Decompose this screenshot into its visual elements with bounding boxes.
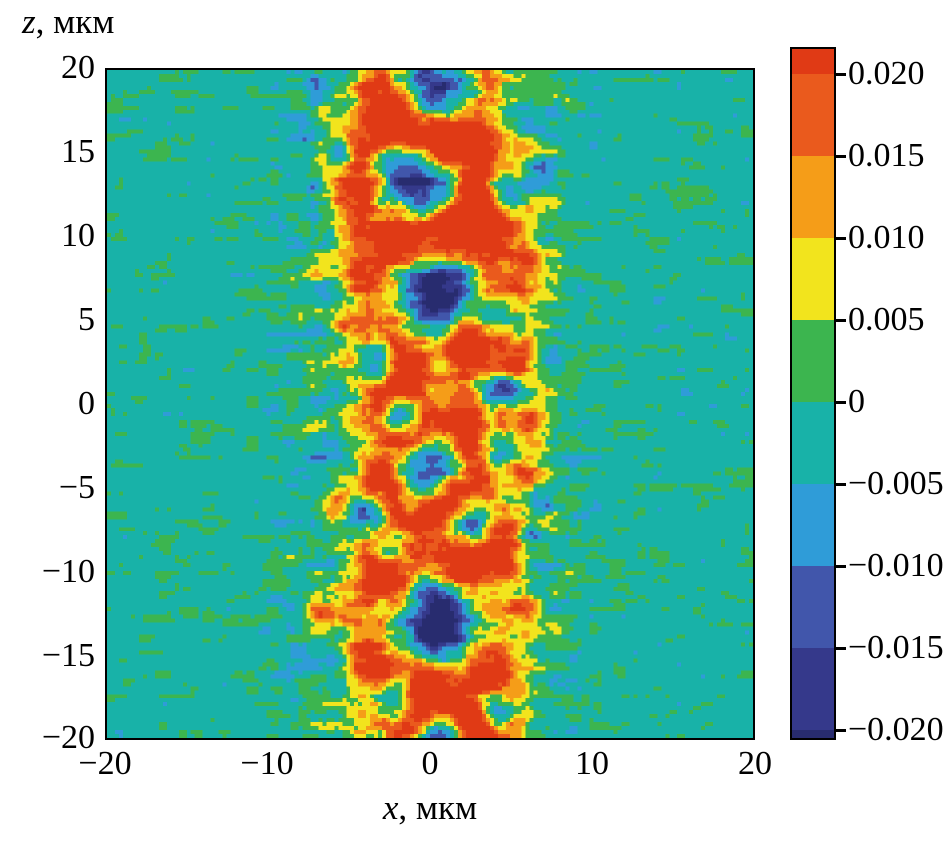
colorbar-tick	[836, 73, 846, 76]
z-tick-label: −10	[41, 553, 95, 590]
z-tick-label: −5	[58, 469, 95, 506]
x-tick-label: −20	[78, 745, 132, 782]
colorbar-band	[792, 49, 834, 74]
colorbar-tick	[836, 237, 846, 240]
colorbar-label: 0.010	[848, 219, 925, 256]
z-tick-label: 15	[61, 133, 95, 170]
x-tick-label: −10	[240, 745, 294, 782]
x-tick-label: 0	[421, 745, 439, 782]
colorbar-label: −0.005	[848, 465, 944, 502]
colorbar-band	[792, 648, 834, 730]
colorbar-tick	[836, 401, 846, 404]
heatmap-canvas	[107, 70, 753, 738]
colorbar-tick	[836, 565, 846, 568]
colorbar-label: −0.020	[848, 711, 944, 748]
colorbar-band	[792, 402, 834, 484]
colorbar-band	[792, 156, 834, 238]
z-axis-variable: z	[22, 2, 36, 41]
z-tick-label: −15	[41, 637, 95, 674]
colorbar-label: 0.005	[848, 301, 925, 338]
colorbar-band	[792, 566, 834, 648]
x-tick-label: 20	[738, 745, 772, 782]
colorbar-label: 0	[848, 383, 865, 420]
colorbar-label: 0.015	[848, 137, 925, 174]
x-tick-label: 10	[575, 745, 609, 782]
x-axis-unit: , мкм	[398, 788, 478, 827]
colorbar-tick	[836, 483, 846, 486]
colorbar-tick	[836, 647, 846, 650]
z-tick-label: −20	[41, 719, 95, 756]
heatmap-plot-area	[105, 68, 755, 740]
x-axis-title: x, мкм	[330, 788, 530, 828]
z-tick-label: 5	[78, 301, 95, 338]
colorbar-band	[792, 74, 834, 156]
colorbar-label: −0.010	[848, 547, 944, 584]
colorbar-tick	[836, 319, 846, 322]
z-axis-unit: , мкм	[35, 2, 115, 41]
colorbar-label: −0.015	[848, 629, 944, 666]
colorbar-band	[792, 320, 834, 402]
z-tick-label: 20	[61, 49, 95, 86]
colorbar-tick	[836, 155, 846, 158]
z-tick-label: 0	[78, 385, 95, 422]
x-axis-variable: x	[382, 788, 399, 827]
colorbar-band	[792, 730, 834, 738]
colorbar-band	[792, 238, 834, 320]
z-tick-label: 10	[61, 217, 95, 254]
colorbar-band	[792, 484, 834, 566]
colorbar	[790, 47, 836, 740]
z-axis-title: z, мкм	[22, 2, 114, 42]
colorbar-tick	[836, 729, 846, 732]
colorbar-label: 0.020	[848, 55, 925, 92]
